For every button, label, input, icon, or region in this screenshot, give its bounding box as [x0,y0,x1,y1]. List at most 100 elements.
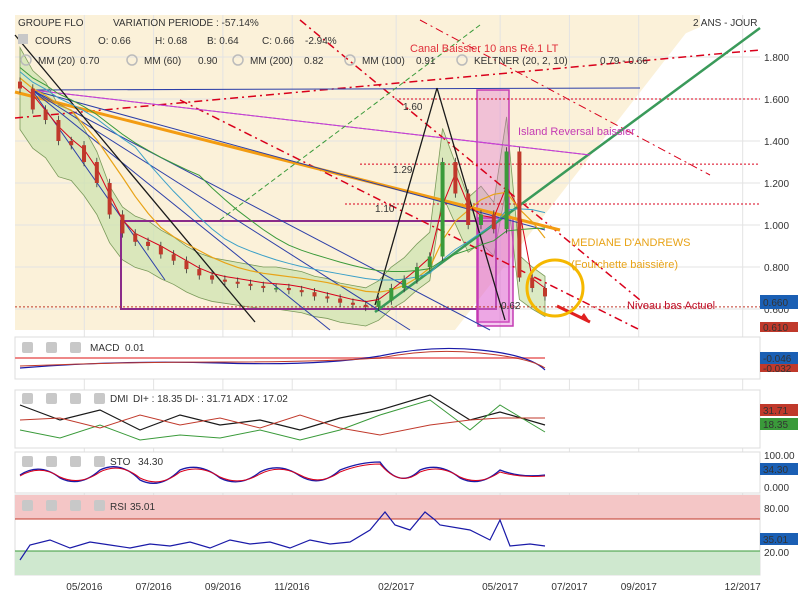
canal-line [419,19,711,176]
variation-label: VARIATION PERIODE : -57.14% [113,18,259,29]
settings-icon [18,34,28,44]
arrow-down-icon[interactable] [94,500,105,511]
candle-body [325,296,330,299]
x-tick-label: 07/2016 [136,582,173,593]
macd-value: 0.01 [125,343,145,354]
island-annotation: Island Reversal baissier [518,126,635,138]
macd-badge-value: -0.046 [763,354,792,365]
macd-signal-line [19,350,546,369]
red-arrow-head [580,313,590,322]
sto-y-tick: 0.000 [764,483,789,494]
y-tick-label: 1.600 [764,95,789,106]
gear-icon[interactable] [46,393,57,404]
dmi-badge-1 [760,404,798,416]
black-line [436,87,506,321]
y-tick-label: 0.800 [764,263,789,274]
low-price-badge [760,322,798,332]
arrow-up-icon[interactable] [70,500,81,511]
mediane-annotation: MEDIANE D'ANDREWS [571,237,690,249]
candle-body [338,298,343,303]
candle-body [94,162,99,183]
candle-body [363,304,368,307]
candle-body [18,81,22,89]
sto-y-tick: 100.00 [764,451,795,462]
rsi-y-tick: 80.00 [764,504,789,515]
gear-icon [20,54,32,66]
arrow-up-icon[interactable] [70,456,81,467]
adx-line [19,394,546,431]
x-tick-label: 07/2017 [551,582,588,593]
macd-badge2-value: -0.032 [763,364,792,375]
close-icon[interactable] [22,500,33,511]
y-tick-label: 1.800 [764,53,789,64]
rsi-badge-value: 35.01 [763,535,788,546]
ma100-line [19,71,546,281]
close-icon[interactable] [22,393,33,404]
candle-body [235,281,240,284]
y-tick-label: 1.200 [764,179,789,190]
low-label: B: 0.64 [207,36,239,47]
niveau-bas-annotation: Niveau bas Actuel [627,300,715,312]
candle-body [389,288,394,301]
level-110-label: 1.10 [375,204,395,215]
gear-icon[interactable] [46,500,57,511]
current-price-value: 0.660 [763,298,788,309]
rsi-y-tick: 20.00 [764,548,789,559]
macd-label: MACD [90,343,119,354]
arrow-down-icon[interactable] [94,456,105,467]
close-icon[interactable] [22,456,33,467]
period-label: 2 ANS - JOUR [693,18,757,29]
x-tick-label: 11/2016 [274,582,310,593]
magenta-line [31,89,591,156]
canal-line [179,99,641,331]
current-price-badge [760,295,798,309]
arrow-up-icon[interactable] [70,393,81,404]
dmi-badge-2 [760,418,798,430]
ma-value: 0.79 - 0.66 [600,56,648,67]
cours-label: COURS [35,36,71,47]
main-price-panel: 1.800 1.600 1.400 1.200 1.000 0.800 0.600 Canal… [14,15,798,593]
candle-body [184,260,189,270]
candle-body [453,162,458,194]
arrow-down-icon[interactable] [94,393,105,404]
x-tick-label: 05/2017 [482,582,519,593]
symbol-label: GROUPE FLO [18,18,84,29]
gear-icon[interactable] [46,456,57,467]
ma-label: MM (200) [250,56,293,67]
candle-body [82,145,87,162]
ma-label: MM (100) [362,56,405,67]
candle-body [504,151,509,230]
candle-body [376,300,381,307]
candle-body [440,162,445,257]
ma-label: MM (20) [38,56,75,67]
canal-annotation: Canal Baissier 10 ans Ré.1 LT [410,43,559,55]
ma-value: 0.70 [80,56,100,67]
island-box-1 [476,89,510,323]
dmi-label: DMI [110,394,128,405]
island-box-2 [477,217,514,327]
sto-label: STO [110,457,131,468]
candle-body [478,214,483,225]
gear-icon [232,54,244,66]
candle-body [261,285,266,288]
sto-badge [760,463,798,475]
ma-value: 0.82 [304,56,324,67]
ma-label: MM (60) [144,56,181,67]
sto-panel [14,451,761,494]
close-icon[interactable] [22,342,33,353]
arrow-down-icon[interactable] [70,342,81,353]
macd-badge-2 [760,364,798,372]
rsi-label: RSI [110,502,127,513]
gear-icon [344,54,356,66]
candle-body [312,292,317,297]
dmi-text: DI+ : 18.35 DI- : 31.71 ADX : 17.02 [133,394,288,405]
candle-body [222,279,227,282]
candle-body [530,277,535,288]
candle-body [146,241,151,246]
level-062-label: 0.62 [501,301,521,312]
highlight-circle [525,258,585,318]
x-tick-label: 09/2016 [205,582,242,593]
candle-body [402,279,407,288]
gear-icon[interactable] [46,342,57,353]
